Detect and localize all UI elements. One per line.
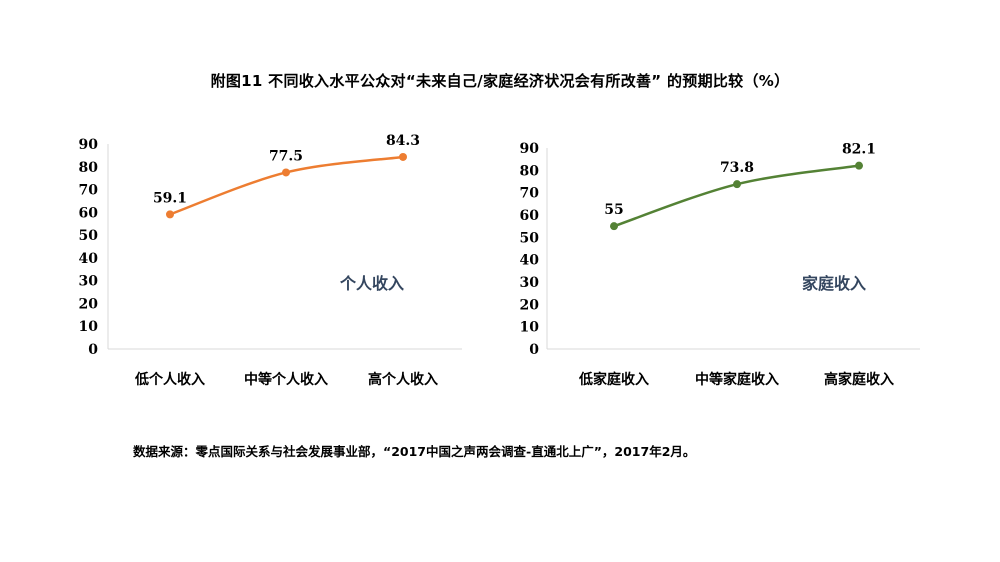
y-tick-label: 50: [79, 228, 99, 244]
data-point: [855, 161, 863, 170]
y-tick-label: 90: [520, 141, 540, 157]
y-tick-label: 90: [79, 137, 99, 153]
y-tick-label: 0: [529, 342, 539, 358]
data-label: 59.1: [153, 190, 187, 206]
data-point: [166, 210, 174, 219]
y-tick-label: 40: [520, 253, 540, 269]
chart-title: 附图11 不同收入水平公众对“未来自己/家庭经济状况会有所改善” 的预期比较（%…: [210, 72, 790, 90]
x-category-label: 中等家庭收入: [695, 371, 779, 388]
y-tick-label: 30: [520, 275, 540, 291]
source-note: 数据来源：零点国际关系与社会发展事业部，“2017中国之声两会调查-直通北上广”…: [133, 444, 696, 459]
y-tick-label: 70: [520, 186, 540, 202]
x-category-label: 高家庭收入: [824, 371, 894, 388]
x-category-label: 低家庭收入: [578, 371, 649, 388]
y-tick-label: 10: [520, 320, 540, 336]
y-tick-label: 60: [520, 208, 540, 224]
y-tick-label: 20: [79, 296, 99, 312]
x-category-label: 高个人收入: [368, 371, 438, 388]
x-category-label: 低个人收入: [134, 371, 205, 388]
y-tick-label: 40: [79, 251, 99, 267]
y-tick-label: 10: [79, 319, 99, 335]
y-tick-label: 80: [79, 160, 99, 176]
x-category-label: 中等个人收入: [244, 371, 328, 388]
data-point: [282, 168, 290, 177]
data-label: 84.3: [386, 133, 420, 149]
data-point: [610, 222, 618, 231]
data-point: [399, 152, 407, 161]
data-label: 77.5: [269, 148, 303, 164]
data-label: 82.1: [842, 142, 876, 158]
y-tick-label: 20: [520, 297, 540, 313]
y-tick-label: 60: [79, 205, 99, 221]
data-point: [733, 180, 741, 189]
y-tick-label: 80: [520, 163, 540, 179]
y-tick-label: 0: [88, 342, 98, 358]
series-name-label: 个人收入: [339, 274, 404, 293]
y-tick-label: 50: [520, 230, 540, 246]
data-label: 55: [604, 202, 623, 218]
series-name-label: 家庭收入: [802, 274, 866, 293]
data-label: 73.8: [720, 160, 754, 176]
y-tick-label: 30: [79, 274, 99, 290]
y-tick-label: 70: [79, 183, 99, 199]
